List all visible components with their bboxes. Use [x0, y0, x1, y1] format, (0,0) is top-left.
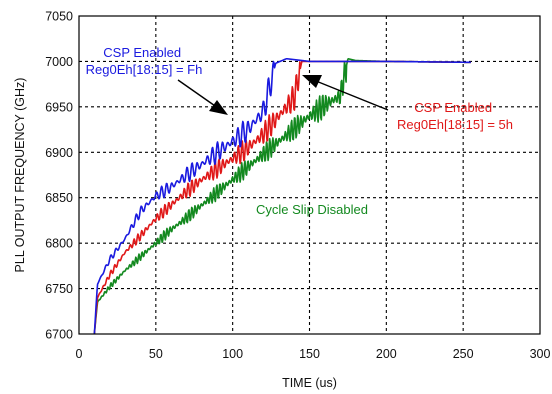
annotation-blue: CSP Enabled Reg0Eh[18:15] = Fh — [86, 45, 203, 77]
annotations: CSP Enabled Reg0Eh[18:15] = Fh CSP Enabl… — [86, 45, 513, 217]
annotation-red: CSP Enabled Reg0Eh[18:15] = 5h — [397, 100, 513, 132]
y-tick-label: 7050 — [45, 10, 73, 24]
annotation-blue-line-1: CSP Enabled — [103, 45, 181, 60]
y-tick-label: 6900 — [45, 146, 73, 160]
annotation-red-line-2: Reg0Eh[18:15] = 5h — [397, 117, 513, 132]
y-tick-label: 6850 — [45, 191, 73, 205]
series-line — [93, 57, 472, 334]
arrow-blue-head — [209, 100, 228, 115]
series-layer — [93, 57, 472, 334]
plot-frame — [78, 15, 541, 335]
grid-lines — [79, 16, 540, 334]
arrow-red-head — [302, 75, 322, 88]
arrow-blue-line — [177, 79, 219, 109]
x-tick-label: 150 — [299, 347, 320, 361]
annotation-green: Cycle Slip Disabled — [256, 202, 368, 217]
annotation-blue-line-2: Reg0Eh[18:15] = Fh — [86, 62, 203, 77]
arrow-red-line — [315, 80, 389, 111]
y-tick-label: 6700 — [45, 328, 73, 342]
y-tick-label: 7000 — [45, 55, 73, 69]
x-tick-label: 300 — [530, 347, 551, 361]
y-tick-label: 6750 — [45, 282, 73, 296]
x-tick-label: 100 — [222, 347, 243, 361]
y-tick-label: 6950 — [45, 100, 73, 114]
x-tick-label: 200 — [376, 347, 397, 361]
x-tick-label: 250 — [453, 347, 474, 361]
x-tick-label: 50 — [149, 347, 163, 361]
y-axis-label: PLL OUTPUT FREQUENCY (GHz) — [13, 78, 27, 273]
tick-labels: 0 50 100 150 200 250 300 6700 6750 6800 6850 6900 69… — [45, 10, 550, 362]
x-axis-label: TIME (us) — [282, 376, 337, 390]
annotation-red-line-1: CSP Enabled — [414, 100, 492, 115]
y-tick-label: 6800 — [45, 237, 73, 251]
x-tick-label: 0 — [76, 347, 83, 361]
